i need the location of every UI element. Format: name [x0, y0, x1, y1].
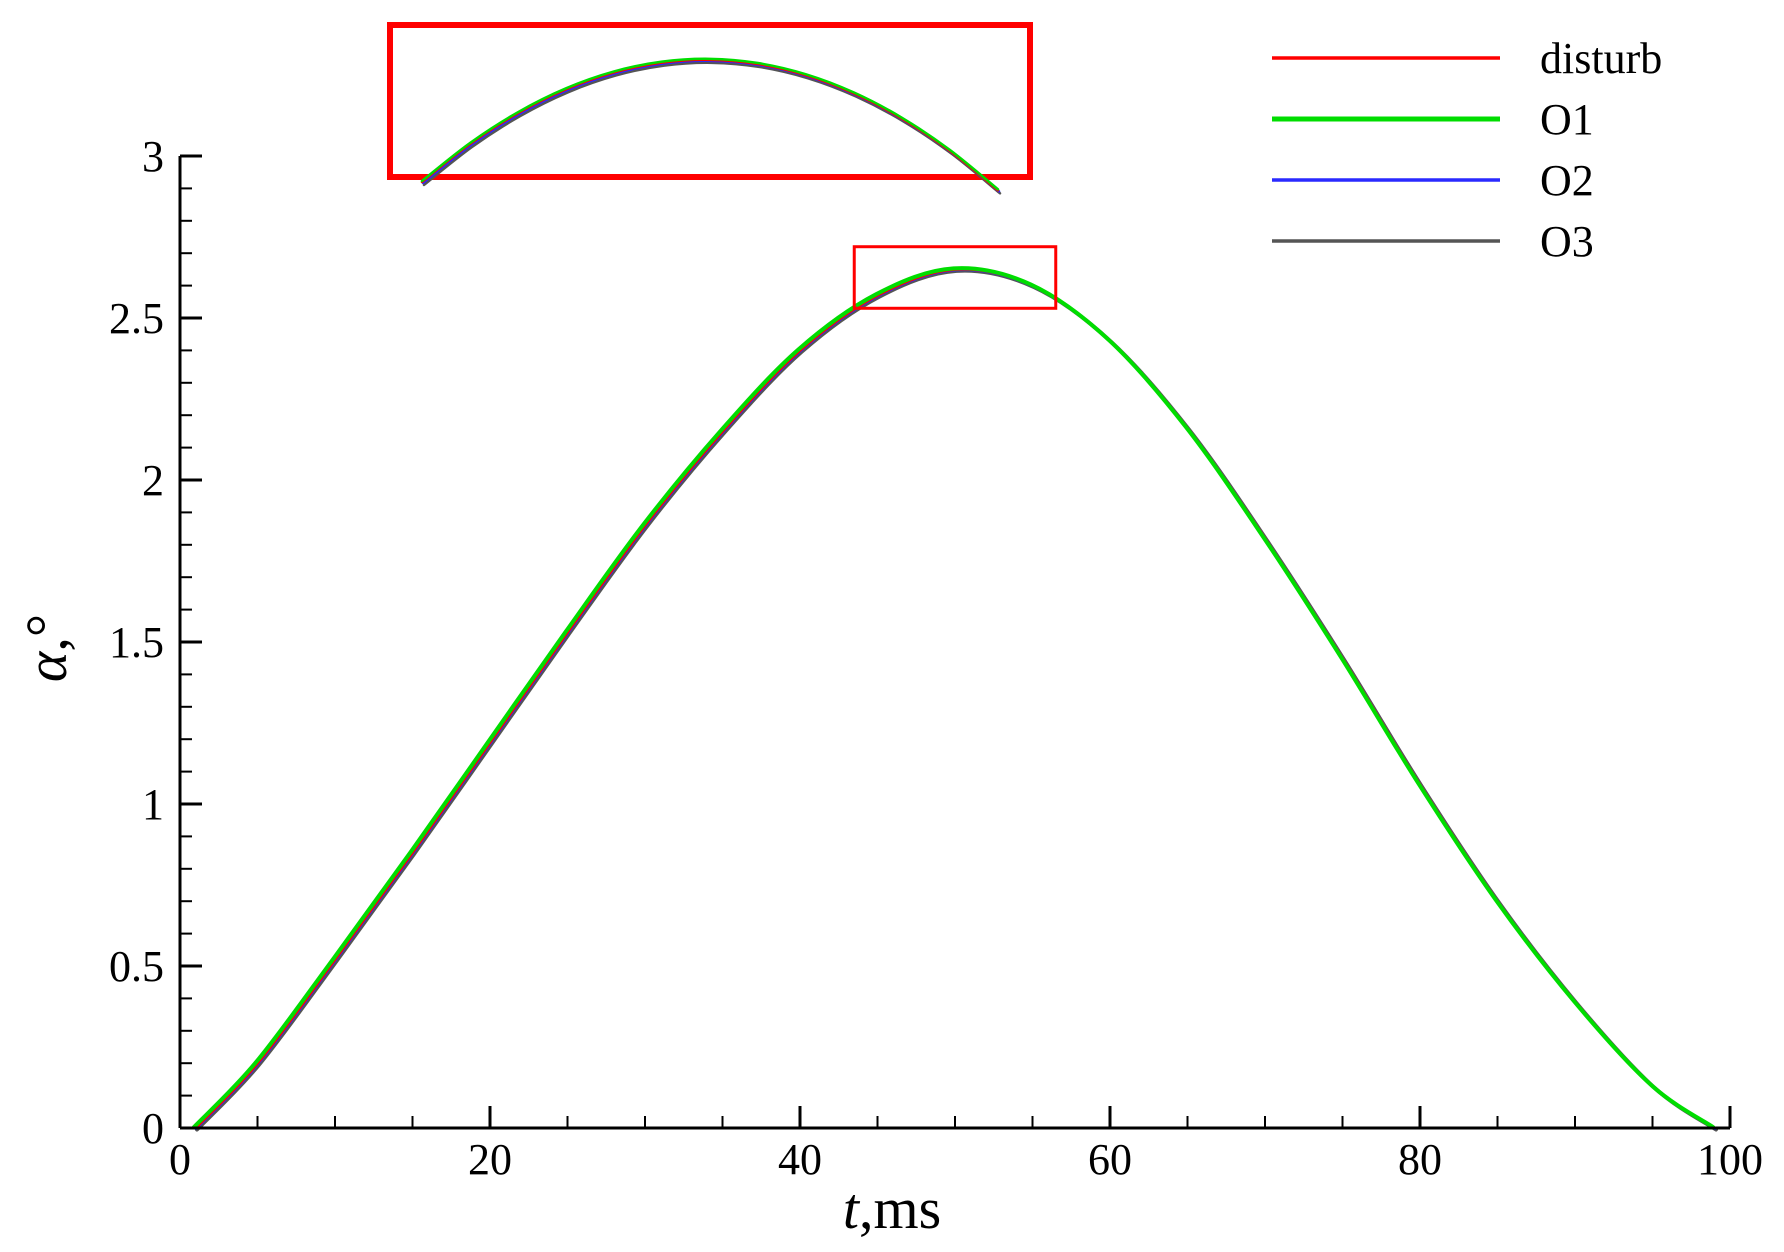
x-tick-label: 40	[778, 1135, 822, 1184]
series-line-o1	[192, 266, 1715, 1129]
legend: disturb O1 O2 O3	[1272, 34, 1662, 266]
y-tick-label: 2.5	[109, 294, 164, 343]
x-tick-label: 20	[468, 1135, 512, 1184]
y-tick-label: 0.5	[109, 942, 164, 991]
y-axis-unit: ,°	[14, 614, 79, 652]
inset-series-line-o1	[420, 57, 1000, 191]
series-line-o2	[194, 268, 1717, 1130]
axes-layer: 0 20 40 60 80 100 0 0.5 1 1.5 2 2.5 3	[109, 132, 1763, 1184]
y-axis-var: α	[14, 650, 79, 682]
legend-label-o1: O1	[1540, 95, 1594, 144]
x-tick-label: 100	[1697, 1135, 1763, 1184]
y-tick-label: 2	[142, 456, 164, 505]
y-tick-label: 3	[142, 132, 164, 181]
x-tick-label: 60	[1088, 1135, 1132, 1184]
x-axis-var: t	[843, 1176, 861, 1241]
legend-label-o2: O2	[1540, 156, 1594, 205]
x-tick-label: 80	[1398, 1135, 1442, 1184]
series-line-disturb	[194, 267, 1716, 1130]
series-line-o3	[195, 268, 1718, 1132]
y-tick-label: 1	[142, 780, 164, 829]
inset-box	[387, 22, 1033, 180]
plot-layer	[192, 245, 1718, 1132]
y-tick-label: 0	[142, 1104, 164, 1153]
x-axis-title: t,ms	[843, 1176, 941, 1241]
x-tick-label: 0	[169, 1135, 191, 1184]
inset-layer	[387, 22, 1033, 195]
legend-label-o3: O3	[1540, 217, 1594, 266]
y-axis-title: α,°	[14, 614, 79, 682]
zoom-region-box	[852, 245, 1058, 310]
legend-label-disturb: disturb	[1540, 34, 1662, 83]
y-tick-label: 1.5	[109, 618, 164, 667]
x-axis-unit: ,ms	[859, 1176, 941, 1241]
